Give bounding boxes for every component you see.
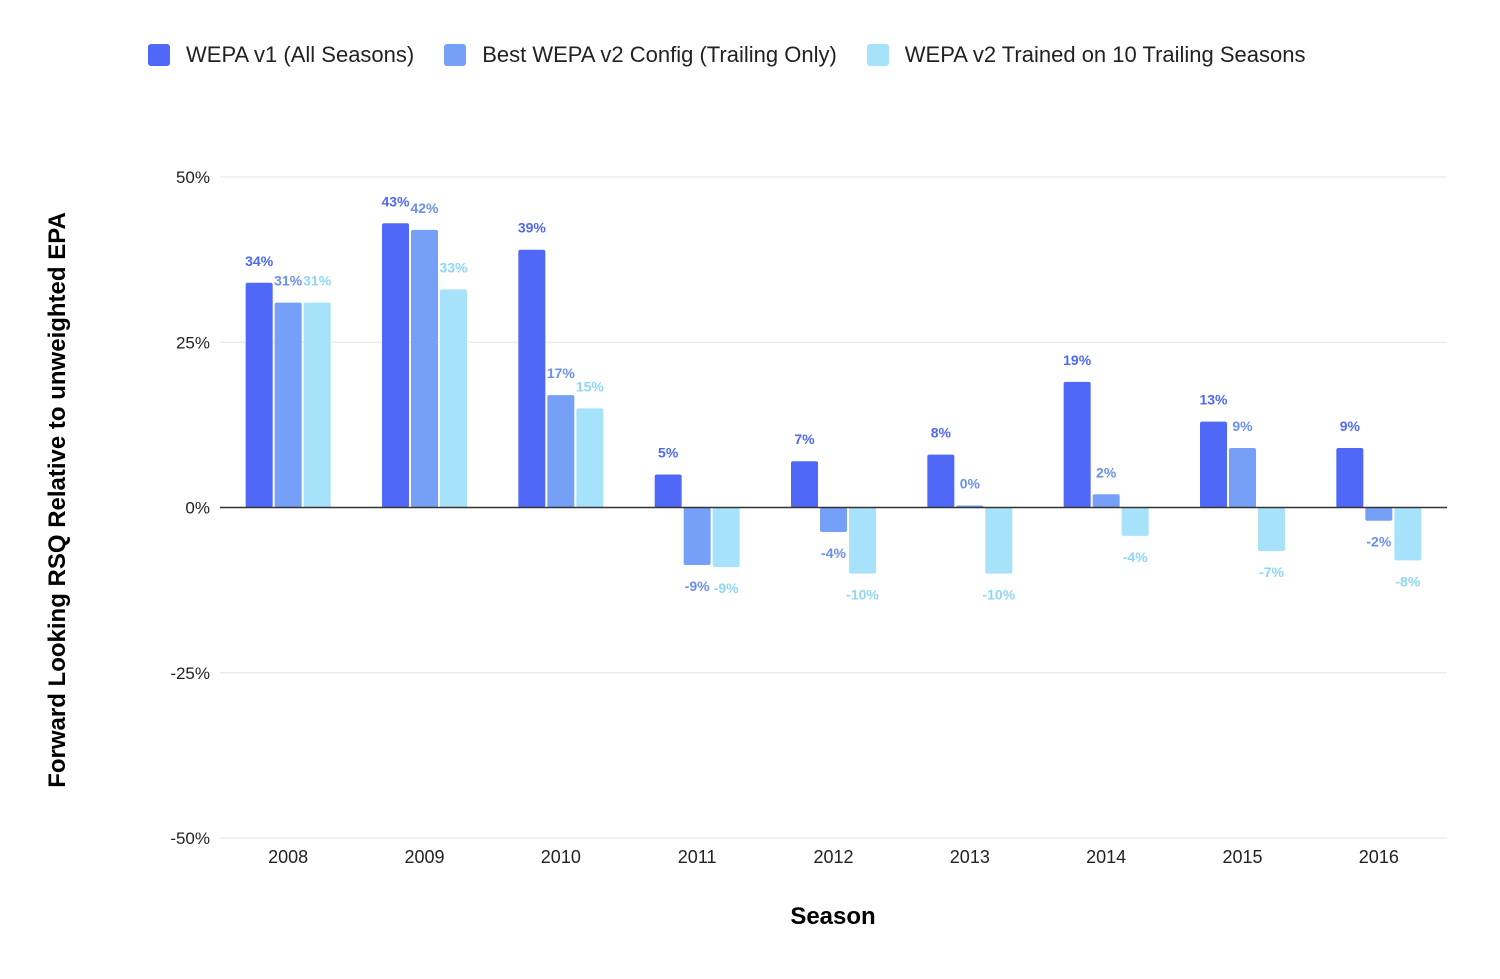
legend-swatch-wepa-v1 — [148, 44, 170, 66]
bar — [547, 395, 575, 508]
data-label: 2% — [1096, 464, 1117, 480]
bar — [382, 223, 409, 508]
bar — [820, 507, 847, 532]
bar — [1063, 381, 1091, 508]
x-tick-label: 2010 — [541, 847, 581, 867]
bar — [849, 507, 876, 574]
x-tick-label: 2012 — [813, 847, 853, 867]
bar — [411, 229, 438, 508]
bar — [576, 408, 604, 508]
data-label: 5% — [658, 444, 679, 460]
x-tick-label: 2016 — [1359, 847, 1399, 867]
data-label: 9% — [1340, 418, 1361, 434]
data-label: 42% — [410, 200, 439, 216]
data-label: 17% — [547, 365, 576, 381]
legend-label-best-wepa-v2: Best WEPA v2 Config (Trailing Only) — [482, 42, 837, 67]
data-label: 9% — [1232, 418, 1253, 434]
bar — [683, 507, 711, 566]
legend-swatch-best-wepa-v2 — [444, 44, 467, 66]
y-tick-label: -50% — [170, 829, 210, 848]
bar — [1121, 507, 1149, 536]
data-label: 39% — [518, 220, 547, 236]
data-label: 31% — [274, 273, 303, 289]
data-label: -10% — [846, 587, 879, 603]
bar — [245, 282, 273, 508]
data-label: -4% — [1123, 549, 1148, 565]
x-tick-label: 2008 — [268, 847, 308, 867]
bar — [927, 454, 955, 508]
data-label: 15% — [576, 378, 605, 394]
data-label: -4% — [821, 545, 846, 561]
bar — [1258, 507, 1285, 552]
bar — [1229, 448, 1256, 508]
bar — [1336, 448, 1364, 508]
data-label: 7% — [794, 431, 815, 447]
x-tick-label: 2014 — [1086, 847, 1126, 867]
y-tick-label: 0% — [185, 499, 210, 518]
bar — [274, 302, 302, 508]
legend-item-wepa-v2-trailing[interactable]: WEPA v2 Trained on 10 Trailing Seasons — [866, 42, 1306, 68]
bar — [1200, 421, 1227, 508]
bar — [712, 507, 740, 567]
bar — [1092, 494, 1120, 508]
data-label: 0% — [960, 476, 981, 492]
bar — [654, 474, 682, 508]
data-label: -9% — [685, 578, 710, 594]
x-tick-label: 2013 — [950, 847, 990, 867]
y-axis-label: Forward Looking RSQ Relative to unweight… — [44, 212, 71, 788]
legend-label-wepa-v2-trailing: WEPA v2 Trained on 10 Trailing Seasons — [904, 42, 1306, 67]
y-tick-label: -25% — [170, 664, 210, 683]
data-label: 8% — [931, 425, 952, 441]
bar — [440, 289, 467, 508]
data-label: 13% — [1199, 392, 1228, 408]
data-label: 34% — [245, 253, 274, 269]
data-label: 19% — [1063, 352, 1092, 368]
data-label: -10% — [982, 587, 1015, 603]
y-tick-label: 50% — [176, 168, 210, 187]
bar — [985, 507, 1013, 574]
y-tick-label: 25% — [176, 333, 210, 352]
data-label: 33% — [439, 259, 468, 275]
bar — [791, 461, 818, 508]
x-tick-label: 2011 — [678, 847, 717, 867]
data-label: 31% — [303, 273, 332, 289]
legend-swatch-wepa-v2-trailing — [866, 44, 889, 66]
legend-item-wepa-v1[interactable]: WEPA v1 (All Seasons) — [148, 42, 414, 68]
data-label: -8% — [1395, 573, 1420, 589]
x-axis-label: Season — [790, 903, 876, 930]
bar — [518, 249, 546, 508]
bar — [303, 302, 331, 508]
x-tick-label: 2015 — [1222, 847, 1262, 867]
legend-label-wepa-v1: WEPA v1 (All Seasons) — [186, 42, 415, 67]
data-label: -7% — [1259, 564, 1284, 580]
data-label: -9% — [714, 580, 739, 596]
bar — [1365, 507, 1393, 521]
x-tick-label: 2009 — [404, 847, 444, 867]
bar — [1394, 507, 1422, 561]
data-label: -2% — [1366, 534, 1391, 550]
legend: WEPA v1 (All Seasons) Best WEPA v2 Confi… — [148, 42, 1336, 68]
legend-item-best-wepa-v2[interactable]: Best WEPA v2 Config (Trailing Only) — [444, 42, 837, 68]
data-label: 43% — [381, 193, 410, 209]
